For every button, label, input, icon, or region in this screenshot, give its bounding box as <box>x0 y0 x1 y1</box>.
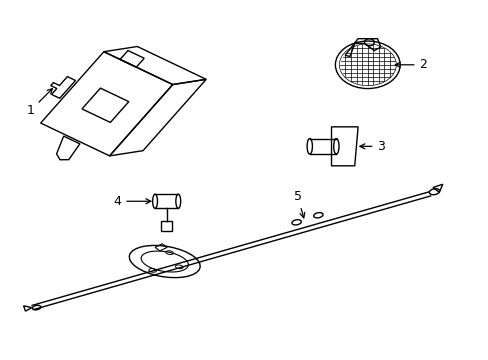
Text: 1: 1 <box>26 89 52 117</box>
Text: 2: 2 <box>394 58 427 71</box>
Text: 3: 3 <box>359 140 385 153</box>
Text: 4: 4 <box>113 195 151 208</box>
Text: 5: 5 <box>293 190 304 218</box>
